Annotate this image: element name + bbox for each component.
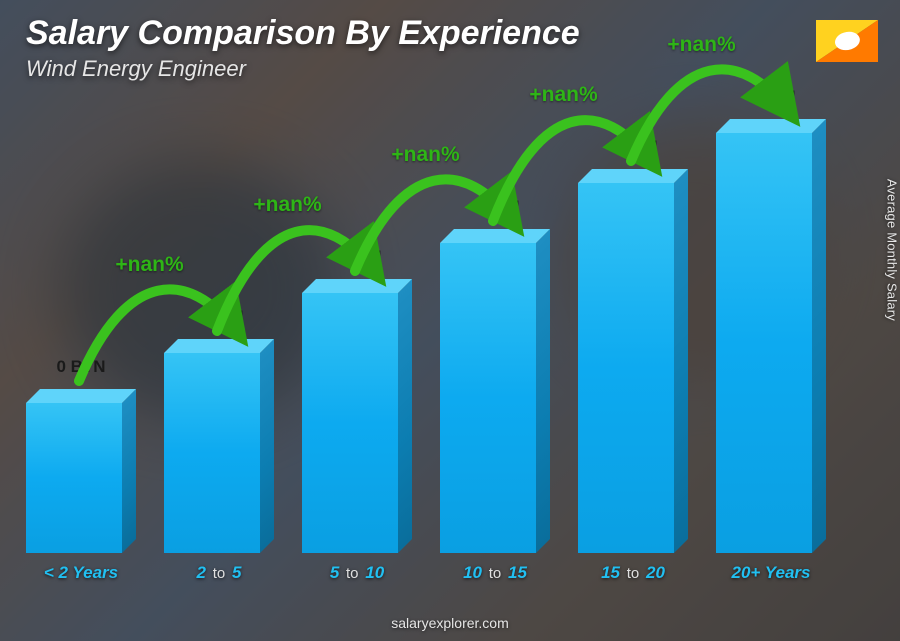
bar-side: [812, 119, 826, 553]
bar-top: [164, 339, 274, 353]
country-flag: [816, 20, 878, 62]
bar-value-label: 0 BTN: [440, 197, 550, 217]
bar-side: [536, 229, 550, 553]
bar-category-label: 10 to 15: [440, 563, 550, 583]
bar-top: [578, 169, 688, 183]
bar-side: [398, 279, 412, 553]
bar-category-label: 5 to 10: [302, 563, 412, 583]
pct-increase-label: +nan%: [115, 253, 183, 277]
y-axis-label: Average Monthly Salary: [885, 178, 900, 320]
bar-category-label: < 2 Years: [26, 563, 136, 583]
chart-subtitle: Wind Energy Engineer: [26, 56, 246, 82]
bar-front: [302, 293, 398, 553]
pct-increase-label: +nan%: [667, 33, 735, 57]
bar-value-label: 0 BTN: [302, 247, 412, 267]
bar-front: [440, 243, 536, 553]
footer-credit: salaryexplorer.com: [0, 615, 900, 631]
bar-top: [440, 229, 550, 243]
salary-bar-chart: 0 BTN < 2 Years 0 BTN 2 to 5 +nan% 0 BTN 5 to …: [26, 110, 860, 593]
bar-value-label: 0 BTN: [164, 307, 274, 327]
bar-category-label: 20+ Years: [716, 563, 826, 583]
bar-front: [164, 353, 260, 553]
bar-front: [716, 133, 812, 553]
bar-top: [302, 279, 412, 293]
bar-front: [26, 403, 122, 553]
pct-increase-label: +nan%: [391, 143, 459, 167]
bar-category-label: 2 to 5: [164, 563, 274, 583]
bar-side: [122, 389, 136, 553]
bar-side: [260, 339, 274, 553]
bar-side: [674, 169, 688, 553]
chart-title: Salary Comparison By Experience: [26, 14, 580, 53]
pct-increase-label: +nan%: [529, 83, 597, 107]
bar-value-label: 0 BTN: [26, 357, 136, 377]
bar-top: [716, 119, 826, 133]
pct-increase-label: +nan%: [253, 193, 321, 217]
bar-value-label: 0 BTN: [716, 87, 826, 107]
bar-category-label: 15 to 20: [578, 563, 688, 583]
bar-value-label: 0 BTN: [578, 137, 688, 157]
bar-top: [26, 389, 136, 403]
bar-front: [578, 183, 674, 553]
